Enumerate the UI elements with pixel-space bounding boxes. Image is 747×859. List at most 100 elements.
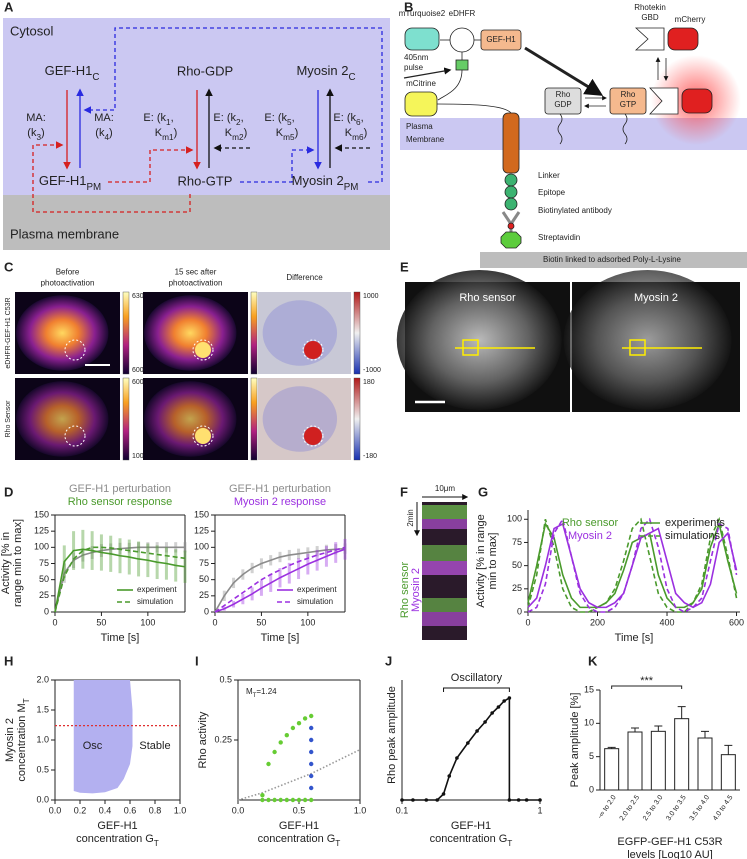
colorbar-label: 180 [363, 379, 375, 386]
point [516, 798, 521, 802]
colorbar [122, 377, 130, 461]
panel-letter: J [385, 653, 392, 668]
point [466, 741, 470, 745]
x-axis-label: concentration GT [430, 833, 513, 848]
channel-label: Rho sensor [399, 562, 411, 619]
compartment-label: Plasma membrane [10, 226, 119, 241]
image-label: Myosin 2 [634, 292, 678, 304]
gef-shape [480, 29, 522, 51]
y-tick-label: 0.0 [36, 794, 49, 804]
band [422, 519, 467, 529]
x-axis-label: levels [Log10 AU] [627, 849, 713, 859]
y-tick-label: 1.5 [36, 704, 49, 714]
x-axis-label-part: concentration G [258, 833, 336, 845]
node-label-part: Myosin 2 [292, 173, 344, 188]
x-tick-label: 0.6 [124, 805, 137, 815]
rate-label-part: m1 [162, 133, 174, 142]
node-label-part: GEF-H1 [39, 173, 87, 188]
arrows [32, 27, 383, 213]
x-axis-label-part: concentration G [76, 833, 154, 845]
connector [436, 103, 512, 114]
x-axis-label: concentration GT [258, 833, 341, 848]
colorbar-label: -1000 [363, 367, 381, 374]
x-tick-label: 2.5 to 3.0 [642, 794, 665, 822]
column-header: Difference [286, 273, 323, 282]
error-bar [654, 725, 663, 732]
x-tick-label: 0 [52, 617, 57, 627]
point [284, 733, 289, 738]
x-axis-label-part: concentration G [430, 833, 508, 845]
point [309, 761, 314, 767]
y-tick-label: 150 [194, 509, 209, 519]
legend-label: simulations [665, 530, 721, 542]
column-header: 15 sec after [175, 268, 217, 277]
point [496, 705, 501, 709]
rate-label: E: (k [264, 112, 287, 124]
rate-label-part: ) [174, 127, 178, 139]
roi-circle [64, 339, 86, 361]
y-tick-label: 100 [34, 542, 49, 552]
y-tick-label: 25 [512, 583, 522, 593]
node-label-part: PM [87, 182, 102, 193]
activation-spot [195, 428, 211, 444]
x-tick-label: 2.0 to 2.5 [619, 794, 642, 822]
cell [563, 270, 732, 410]
x-axis-label: Time [s] [101, 632, 140, 644]
rate-label-part: 4 [104, 133, 109, 142]
colorbar [353, 377, 361, 461]
bar [674, 718, 690, 791]
mcherry-shape [681, 88, 713, 114]
rate-label-part: ) [364, 127, 368, 139]
point [411, 798, 415, 802]
component-label: GTP [620, 100, 636, 109]
component-label: Linker [538, 171, 560, 180]
x-axis-label: EGFP-GEF-H1 C53R [617, 836, 722, 848]
x-tick-label: 0.0 [232, 805, 245, 815]
x-tick-label: 0.8 [149, 805, 162, 815]
x-tick-label: 400 [660, 617, 675, 627]
x-axis-label: concentration GT [76, 833, 159, 848]
y-axis-label: Peak amplitude [%] [569, 693, 581, 788]
cell [144, 381, 237, 457]
transmembrane-shape [502, 112, 520, 174]
rate-label-part: ) [109, 127, 113, 139]
x-tick-label: 0 [525, 617, 530, 627]
x-tick-label: -∞ to 2.0 [597, 794, 618, 820]
x-axis-label: Time [s] [615, 632, 654, 644]
point [309, 797, 314, 803]
component-label: GBD [641, 13, 659, 22]
x-axis-label: GEF-H1 [97, 820, 137, 832]
point [447, 774, 452, 778]
y-tick-label: 0 [517, 606, 522, 616]
series-line [214, 547, 346, 613]
x-tick-label: 50 [96, 617, 106, 627]
x-tick-label: 0 [212, 617, 217, 627]
micrograph [258, 378, 351, 460]
component-label: Membrane [406, 135, 445, 144]
rate-label-part: , [241, 112, 244, 124]
point [309, 725, 314, 731]
difference-area [262, 300, 338, 366]
roi-box [462, 339, 479, 356]
error-bar [677, 706, 686, 719]
rate-label: MA: [26, 112, 46, 124]
panel-letter: I [195, 653, 199, 668]
point [278, 740, 283, 745]
band [422, 545, 467, 561]
activation-spot [304, 427, 322, 445]
legend-label: simulation [297, 597, 333, 606]
colorbar-label: -180 [363, 453, 377, 460]
lipid-anchor [622, 113, 628, 145]
annotation-part: T [253, 693, 257, 699]
point [296, 721, 302, 726]
point [272, 797, 277, 803]
rate-label-part: 3 [36, 133, 41, 142]
region-label: Stable [139, 740, 170, 752]
y-tick-label: 0.25 [214, 734, 232, 744]
y-tick-label: 0 [589, 784, 594, 794]
rate-label-part: ) [41, 127, 45, 139]
point [475, 729, 479, 733]
rate-label-part: , [292, 112, 295, 124]
component-label: GDP [554, 100, 571, 109]
node-label: Myosin 2C [296, 63, 355, 83]
